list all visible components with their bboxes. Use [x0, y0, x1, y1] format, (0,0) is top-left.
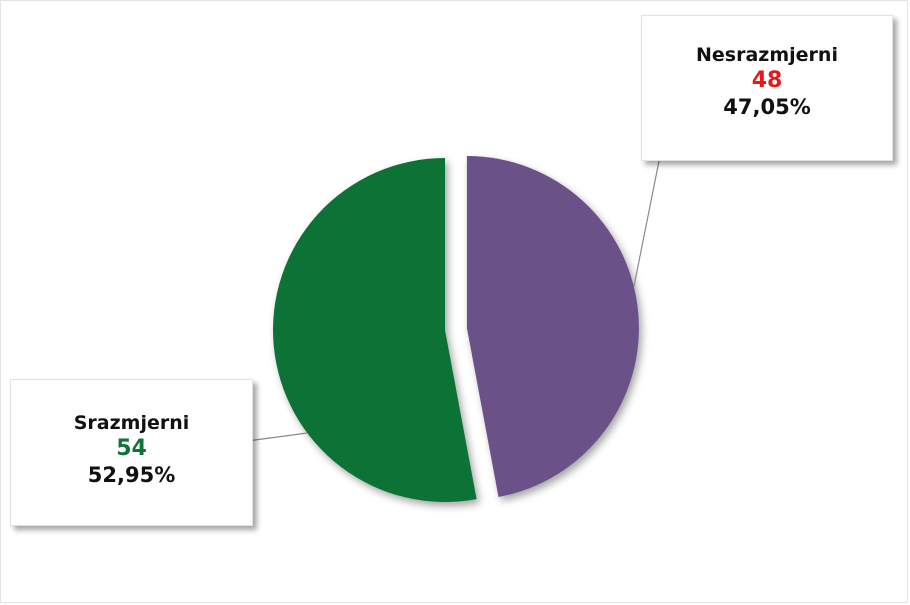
slice-label-value: 54 [116, 436, 147, 461]
slice-label-percent: 52,95% [87, 463, 176, 487]
slice-label-percent: 47,05% [723, 95, 811, 119]
slice-label-name: Srazmjerni [73, 412, 190, 434]
data-label-srazmjerni: Srazmjerni 54 52,95% [10, 379, 253, 526]
pie-slice-srazmjerni [273, 158, 477, 502]
data-label-nesrazmjerni: Nesrazmjerni 48 47,05% [641, 15, 893, 161]
leader-line-nesrazmjerni [633, 150, 676, 287]
pie-slice-nesrazmjerni [466, 155, 639, 498]
slice-label-value: 48 [751, 68, 783, 93]
slice-label-name: Nesrazmjerni [696, 44, 838, 66]
